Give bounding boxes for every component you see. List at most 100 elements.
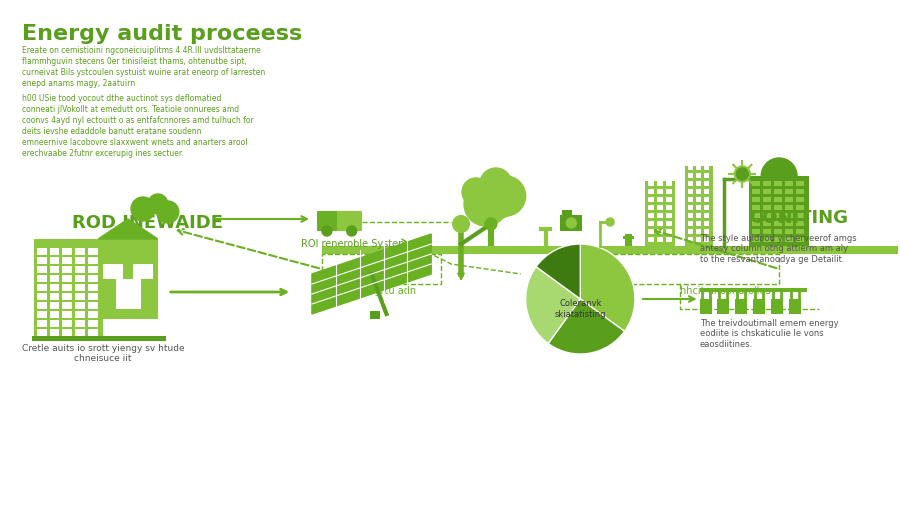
FancyBboxPatch shape — [688, 189, 693, 194]
FancyBboxPatch shape — [785, 237, 793, 242]
FancyBboxPatch shape — [763, 197, 771, 202]
Text: enepd anams magy, 2aatuirn: enepd anams magy, 2aatuirn — [22, 79, 135, 88]
FancyBboxPatch shape — [88, 266, 98, 273]
FancyBboxPatch shape — [657, 189, 662, 194]
Circle shape — [464, 182, 508, 226]
FancyBboxPatch shape — [696, 189, 700, 194]
Circle shape — [480, 168, 512, 200]
FancyBboxPatch shape — [752, 205, 760, 210]
FancyBboxPatch shape — [50, 329, 59, 336]
FancyBboxPatch shape — [735, 299, 747, 314]
FancyBboxPatch shape — [688, 165, 693, 170]
FancyBboxPatch shape — [796, 213, 804, 218]
Text: h00 USie tood yocout dthe auctinot sys deflomatied: h00 USie tood yocout dthe auctinot sys d… — [22, 94, 221, 103]
FancyBboxPatch shape — [337, 211, 362, 231]
FancyBboxPatch shape — [774, 205, 782, 210]
Text: ROD INEWAIDE: ROD INEWAIDE — [72, 214, 223, 232]
FancyBboxPatch shape — [37, 266, 47, 273]
FancyBboxPatch shape — [76, 320, 86, 327]
FancyBboxPatch shape — [657, 229, 662, 234]
FancyBboxPatch shape — [752, 213, 760, 218]
FancyBboxPatch shape — [752, 221, 760, 226]
FancyBboxPatch shape — [796, 205, 804, 210]
Text: Coleranvk
skiatatisting: Coleranvk skiatatisting — [554, 299, 606, 319]
FancyBboxPatch shape — [774, 213, 782, 218]
FancyBboxPatch shape — [50, 293, 59, 300]
FancyBboxPatch shape — [688, 221, 693, 226]
FancyBboxPatch shape — [796, 197, 804, 202]
FancyBboxPatch shape — [796, 221, 804, 226]
FancyBboxPatch shape — [666, 205, 671, 210]
FancyBboxPatch shape — [62, 293, 72, 300]
FancyBboxPatch shape — [88, 311, 98, 318]
FancyBboxPatch shape — [37, 293, 47, 300]
FancyBboxPatch shape — [688, 205, 693, 210]
Text: Erncvgrtu adn: Erncvgrtu adn — [347, 286, 416, 296]
FancyBboxPatch shape — [133, 264, 153, 279]
FancyBboxPatch shape — [688, 173, 693, 178]
FancyBboxPatch shape — [785, 181, 793, 186]
FancyBboxPatch shape — [774, 221, 782, 226]
Text: Ereate on cemistioini ngconeiciuiplitms 4 4R.III uvdslttataerne: Ereate on cemistioini ngconeiciuiplitms … — [22, 46, 260, 55]
Circle shape — [157, 201, 179, 223]
Wedge shape — [526, 267, 581, 343]
FancyBboxPatch shape — [50, 257, 59, 264]
FancyBboxPatch shape — [62, 257, 72, 264]
Text: The style auidood y cherveerof amgs
antesy column otng attierm am aly
to the res: The style auidood y cherveerof amgs ante… — [699, 234, 856, 264]
Text: ROI reneroble Systems: ROI reneroble Systems — [301, 239, 412, 249]
FancyBboxPatch shape — [774, 197, 782, 202]
Wedge shape — [548, 299, 625, 354]
FancyBboxPatch shape — [763, 189, 771, 194]
Wedge shape — [580, 244, 635, 332]
FancyBboxPatch shape — [785, 221, 793, 226]
FancyBboxPatch shape — [322, 246, 898, 254]
FancyBboxPatch shape — [33, 239, 104, 339]
FancyBboxPatch shape — [50, 284, 59, 291]
FancyBboxPatch shape — [50, 320, 59, 327]
FancyBboxPatch shape — [623, 236, 634, 239]
FancyBboxPatch shape — [696, 213, 700, 218]
FancyBboxPatch shape — [688, 237, 693, 242]
FancyBboxPatch shape — [50, 302, 59, 309]
Circle shape — [453, 216, 469, 232]
FancyBboxPatch shape — [785, 229, 793, 234]
FancyBboxPatch shape — [648, 197, 654, 202]
FancyBboxPatch shape — [696, 165, 700, 170]
FancyBboxPatch shape — [648, 189, 654, 194]
FancyBboxPatch shape — [657, 221, 662, 226]
FancyBboxPatch shape — [789, 299, 801, 314]
FancyBboxPatch shape — [704, 221, 708, 226]
FancyBboxPatch shape — [666, 213, 671, 218]
FancyBboxPatch shape — [657, 213, 662, 218]
FancyBboxPatch shape — [785, 189, 793, 194]
FancyBboxPatch shape — [763, 229, 771, 234]
FancyBboxPatch shape — [666, 197, 671, 202]
FancyBboxPatch shape — [763, 213, 771, 218]
FancyBboxPatch shape — [696, 221, 700, 226]
FancyBboxPatch shape — [76, 329, 86, 336]
FancyBboxPatch shape — [88, 293, 98, 300]
Text: conneati jIVokollt at emedutt ors. Teatiole onnurees amd: conneati jIVokollt at emedutt ors. Teati… — [22, 105, 238, 114]
FancyBboxPatch shape — [488, 224, 494, 246]
FancyBboxPatch shape — [32, 336, 166, 341]
FancyBboxPatch shape — [648, 229, 654, 234]
FancyBboxPatch shape — [88, 275, 98, 282]
FancyBboxPatch shape — [62, 275, 72, 282]
FancyBboxPatch shape — [62, 302, 72, 309]
Circle shape — [485, 218, 497, 230]
FancyBboxPatch shape — [704, 189, 708, 194]
FancyBboxPatch shape — [696, 197, 700, 202]
Text: erechvaabe 2futnr excerupig ines sectuer.: erechvaabe 2futnr excerupig ines sectuer… — [22, 149, 184, 158]
FancyBboxPatch shape — [625, 234, 632, 246]
FancyBboxPatch shape — [648, 213, 654, 218]
FancyBboxPatch shape — [785, 213, 793, 218]
FancyBboxPatch shape — [76, 293, 86, 300]
FancyBboxPatch shape — [752, 189, 760, 194]
FancyBboxPatch shape — [98, 239, 158, 319]
FancyBboxPatch shape — [37, 248, 47, 255]
Circle shape — [566, 218, 576, 228]
FancyBboxPatch shape — [704, 197, 708, 202]
Text: deits ievshe edaddole banutt eratane soudenn: deits ievshe edaddole banutt eratane sou… — [22, 127, 202, 136]
FancyBboxPatch shape — [657, 237, 662, 242]
FancyBboxPatch shape — [696, 229, 700, 234]
